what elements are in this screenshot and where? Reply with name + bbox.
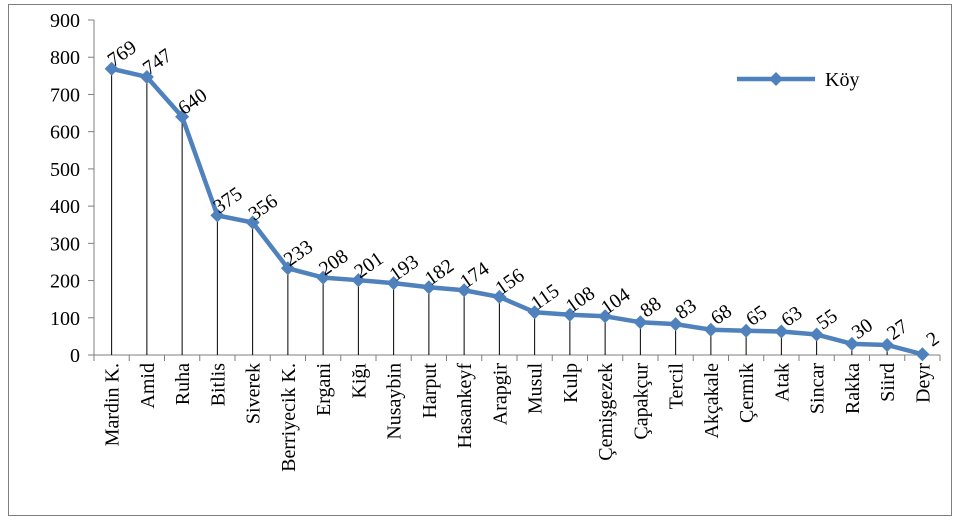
data-point-marker [316,270,331,285]
x-category-label: Nusaybin [384,363,406,440]
x-category-label: Akçakale [701,363,723,439]
x-category-label: Atak [771,363,793,402]
y-tick-label: 700 [50,84,80,106]
data-point-marker [104,61,119,76]
x-category-label: Berriyecik K. [278,363,300,472]
x-category-label: Kulp [560,363,582,403]
data-point-marker [421,280,436,295]
x-category-label: Deyr [912,363,934,403]
y-tick-label: 600 [50,122,80,144]
x-category-label: Kiğı [348,363,370,399]
y-tick-label: 900 [50,10,80,32]
data-point-marker [809,327,824,342]
data-point-marker [210,208,225,223]
data-point-marker [844,336,859,351]
x-category-label: Amid [137,363,159,409]
data-point-marker [457,283,472,298]
data-point-marker [915,347,930,362]
data-point-marker [245,215,260,230]
series-line-koy [111,66,923,357]
data-point-marker [139,69,154,84]
data-point-marker [703,322,718,337]
y-tick-label: 0 [70,345,80,367]
x-category-label: Rakka [842,363,864,414]
y-tick-label: 100 [50,308,80,330]
data-point-marker [351,273,366,288]
chart-frame [8,4,952,516]
data-point-marker [633,315,648,330]
data-point-marker [562,307,577,322]
x-category-label: Siird [877,363,899,402]
data-point-marker [880,337,895,352]
data-point-marker [175,109,190,124]
legend: Köy [737,69,859,91]
data-labels: 7697476403753562332082011931821741561151… [104,36,944,351]
x-category-label: Mardin K. [102,363,124,446]
data-label: 2 [923,327,944,351]
x-category-label: Harput [419,363,441,419]
data-point-marker [280,261,295,276]
data-point-marker [492,289,507,304]
x-category-label: Sincar [807,363,829,414]
legend-diamond-marker [769,72,783,86]
data-point-marker [668,317,683,332]
x-category-label: Arapgir [489,363,511,426]
legend-entry-koy: Köy [825,69,859,91]
series-koy [104,61,930,362]
y-tick-label: 800 [50,47,80,69]
x-category-label: Musul [525,363,547,415]
data-point-marker [598,309,613,324]
x-category-label: Bitlis [207,363,229,407]
data-point-marker [386,276,401,291]
x-category-label: Çemişgezek [595,363,617,461]
data-point-marker [527,305,542,320]
y-tick-label: 200 [50,271,80,293]
y-tick-label: 300 [50,233,80,255]
x-category-label: Çapakçur [630,363,652,440]
x-category-label: Tercil [666,363,688,410]
drop-lines [111,68,923,355]
y-tick-label: 500 [50,159,80,181]
data-point-marker [739,323,754,338]
data-point-marker [774,324,789,339]
y-axis: 0 100 200 300 400 500 600 700 800 900 [50,10,95,367]
x-axis: Mardin K. Amid Ruha Bitlis Siverek Berriyecik… [93,354,941,472]
y-tick-label: 400 [50,196,80,218]
x-category-label: Siverek [243,363,265,424]
x-category-label: Hasankeyf [454,363,476,449]
x-category-label: Ruha [172,363,194,405]
x-category-label: Çermik [736,363,758,423]
x-category-label: Ergani [313,363,335,416]
